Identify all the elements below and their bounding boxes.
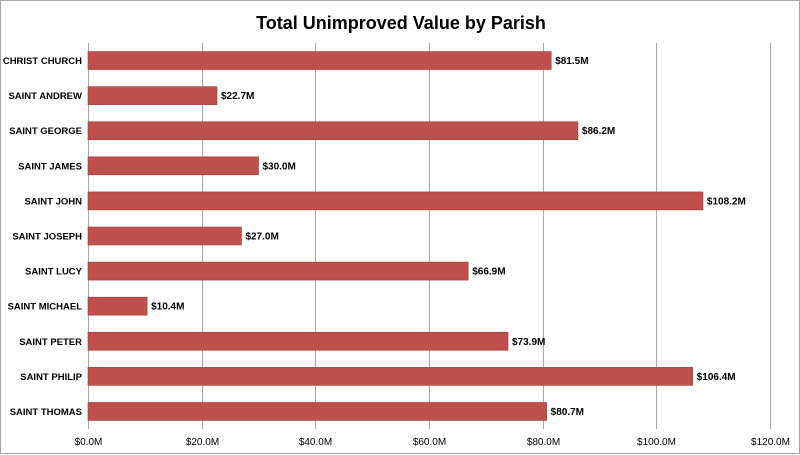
category-label: CHRIST CHURCH — [3, 56, 82, 67]
data-labels: $81.5M $22.7M $86.2M $30.0M $108.2M $27.0M $66… — [151, 56, 746, 418]
data-label: $81.5M — [555, 56, 588, 67]
category-label: SAINT THOMAS — [10, 407, 82, 418]
x-axis-tick-labels: $0.0M $20.0M $40.0M $60.0M $80.0M $100.0M $120… — [75, 437, 790, 448]
bar — [87, 402, 547, 421]
x-tick-label: $100.0M — [637, 437, 676, 448]
bar — [87, 156, 259, 176]
category-label: SAINT LUCY — [25, 267, 83, 278]
bar — [87, 121, 579, 141]
category-label: SAINT PETER — [19, 337, 82, 348]
x-tick-label: $0.0M — [75, 437, 103, 448]
x-tick-label: $40.0M — [299, 437, 332, 448]
data-label: $108.2M — [707, 196, 746, 207]
bar — [87, 51, 552, 70]
x-tick-label: $120.0M — [751, 437, 790, 448]
data-label: $106.4M — [697, 372, 736, 383]
data-label: $73.9M — [512, 337, 545, 348]
category-label: SAINT ANDREW — [8, 91, 82, 102]
bars — [87, 51, 704, 421]
bar — [87, 367, 694, 386]
data-label: $22.7M — [221, 91, 254, 102]
chart-title: Total Unimproved Value by Parish — [256, 13, 546, 33]
category-label: SAINT JOSEPH — [12, 232, 82, 243]
data-label: $30.0M — [263, 161, 296, 172]
x-tick-label: $20.0M — [186, 437, 219, 448]
bar — [87, 331, 509, 351]
category-label: SAINT JOHN — [24, 196, 82, 207]
category-label: SAINT PHILIP — [20, 372, 82, 383]
x-tick-label: $60.0M — [413, 437, 446, 448]
bar — [87, 296, 148, 316]
bar — [87, 86, 218, 105]
bar — [87, 191, 704, 211]
data-label: $10.4M — [151, 302, 184, 313]
category-label: SAINT GEORGE — [9, 126, 82, 137]
data-label: $86.2M — [582, 126, 615, 137]
gridlines — [88, 43, 771, 429]
bar — [87, 261, 469, 281]
data-label: $27.0M — [245, 232, 278, 243]
category-label: SAINT JAMES — [18, 161, 82, 172]
data-label: $80.7M — [551, 407, 584, 418]
category-labels: CHRIST CHURCH SAINT ANDREW SAINT GEORGE SAI… — [3, 56, 83, 418]
data-label: $66.9M — [472, 267, 505, 278]
bar — [87, 226, 242, 246]
x-tick-label: $80.0M — [527, 437, 560, 448]
category-label: SAINT MICHAEL — [8, 302, 83, 313]
